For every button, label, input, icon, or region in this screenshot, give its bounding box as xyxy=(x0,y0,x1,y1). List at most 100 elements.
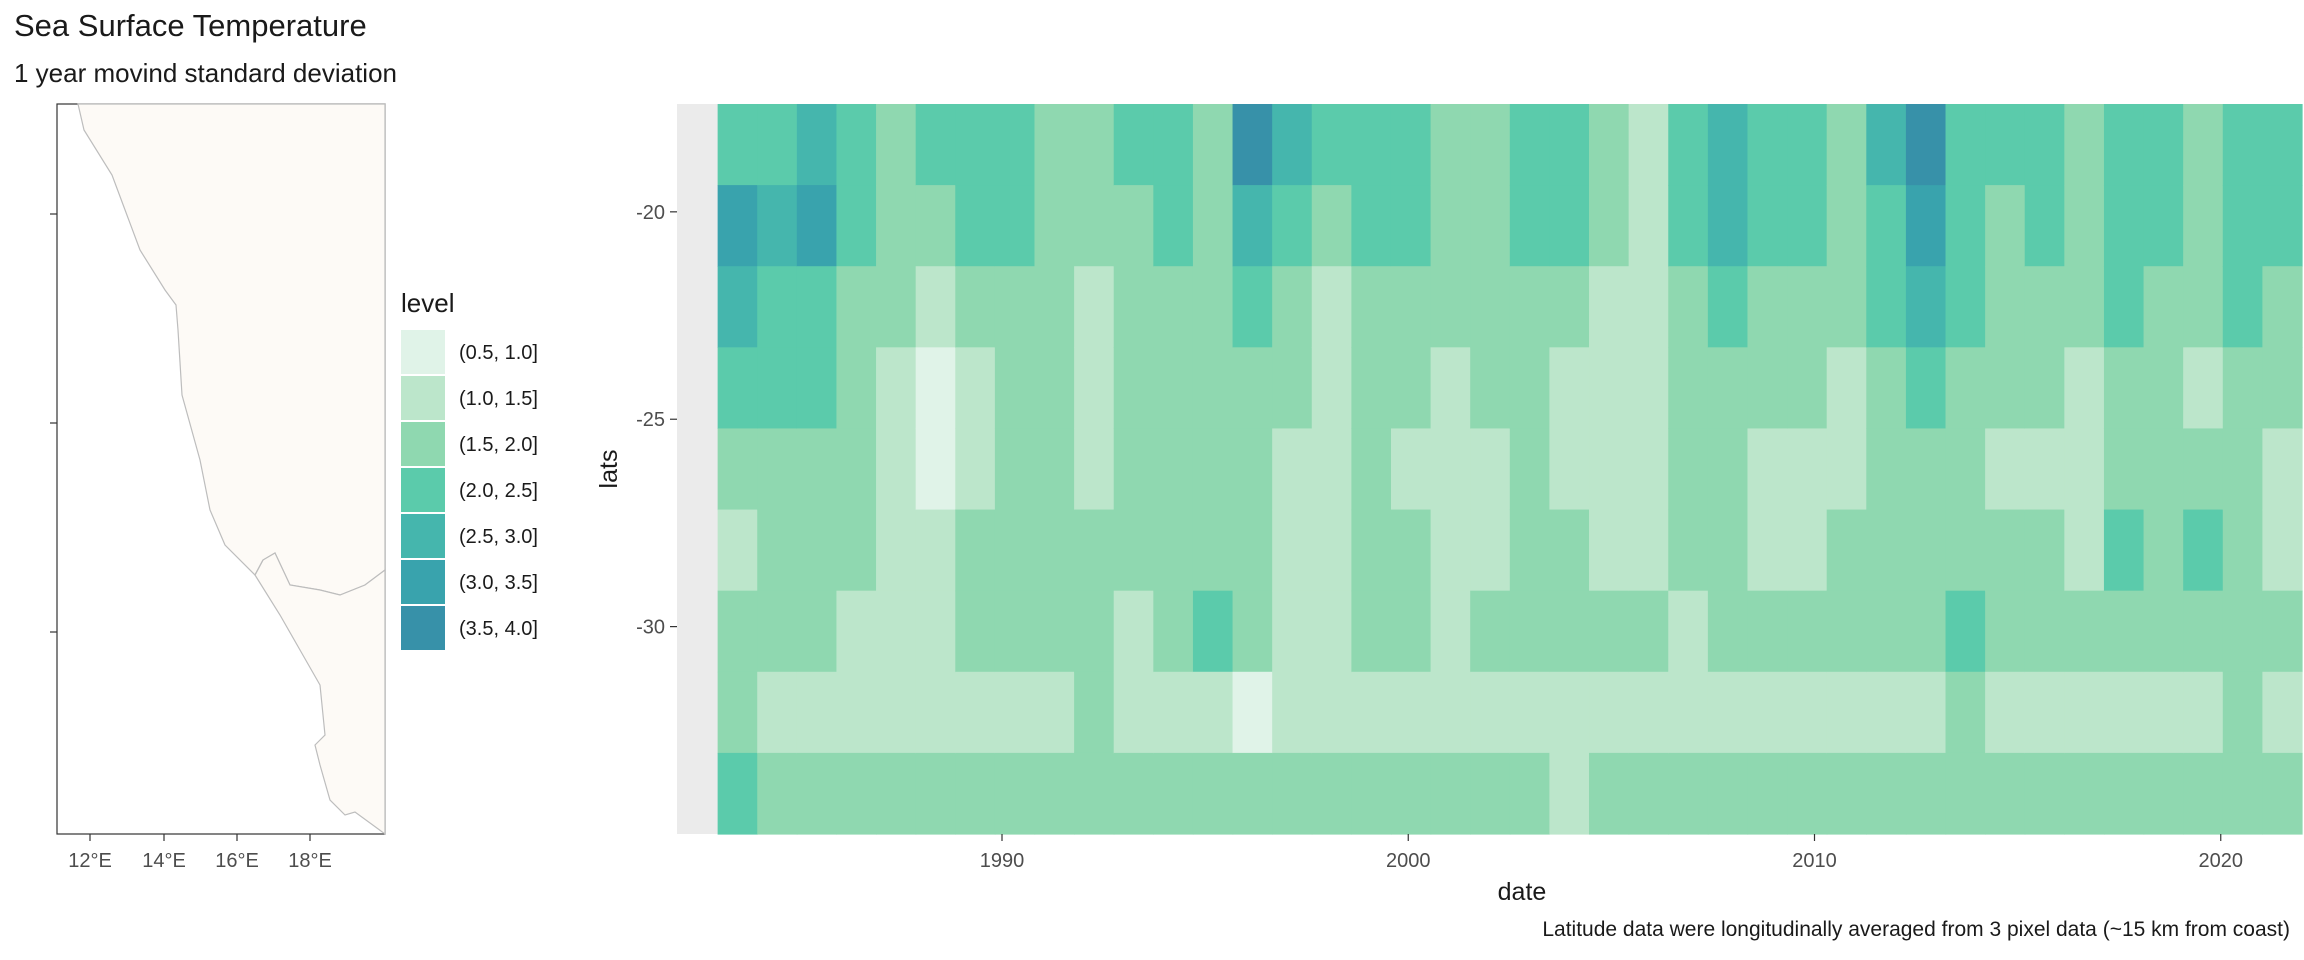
heatmap-cell xyxy=(2143,347,2184,430)
heatmap-cell xyxy=(1430,752,1471,835)
heatmap-cell xyxy=(2222,590,2263,673)
heatmap-cell xyxy=(1311,590,1352,673)
heatmap-cell xyxy=(1272,671,1313,754)
heatmap-cell xyxy=(757,185,798,267)
heatmap-cell xyxy=(1985,590,2026,673)
map-x-tick-label: 12°E xyxy=(68,850,112,872)
heatmap-cell xyxy=(1509,104,1551,186)
heatmap-cell xyxy=(757,428,798,511)
y-tick-label: -25 xyxy=(636,409,665,431)
heatmap-cell xyxy=(1945,185,1986,267)
heatmap-cell xyxy=(1985,752,2026,835)
heatmap-cell xyxy=(757,347,798,430)
heatmap-cell xyxy=(2183,671,2224,754)
heatmap-cell xyxy=(1549,266,1590,348)
heatmap-cell xyxy=(1390,104,1432,186)
heatmap-cell xyxy=(2222,428,2263,511)
heatmap-cell xyxy=(915,104,956,186)
heatmap-cell xyxy=(1826,428,1867,511)
heatmap-cell xyxy=(1628,266,1669,348)
heatmap-cell xyxy=(1390,590,1432,673)
heatmap-cell xyxy=(1747,671,1788,754)
heatmap-cell xyxy=(2064,590,2105,673)
heatmap-cell xyxy=(1747,104,1788,186)
y-axis-label: lats xyxy=(595,450,623,489)
heatmap-cell xyxy=(717,509,758,592)
heatmap-cell xyxy=(915,590,956,673)
heatmap-cell xyxy=(1153,509,1194,592)
heatmap-cell xyxy=(717,671,758,754)
heatmap-cell xyxy=(1787,185,1828,267)
heatmap-cell xyxy=(1192,590,1234,673)
legend-key xyxy=(401,330,445,374)
heatmap-cell xyxy=(1113,428,1154,511)
heatmap-cell xyxy=(876,185,917,267)
heatmap-cell xyxy=(1945,347,1986,430)
heatmap-cell xyxy=(2103,185,2145,267)
x-tick-label: 2010 xyxy=(1792,850,1837,872)
heatmap-cell xyxy=(1549,428,1590,511)
heatmap-cell xyxy=(1272,104,1313,186)
heatmap-cell xyxy=(1351,428,1392,511)
heatmap-cell xyxy=(1668,671,1709,754)
heatmap-cell xyxy=(1153,752,1194,835)
legend-label: (3.0, 3.5] xyxy=(459,572,538,594)
heatmap-cell xyxy=(2064,671,2105,754)
heatmap-cell xyxy=(1628,185,1669,267)
heatmap-cell xyxy=(2024,185,2065,267)
heatmap-cell xyxy=(1747,428,1788,511)
heatmap-cell xyxy=(1034,104,1075,186)
heatmap-cell xyxy=(955,590,996,673)
heatmap-cell xyxy=(1787,266,1828,348)
heatmap-cell xyxy=(1311,428,1352,511)
heatmap-cell xyxy=(2064,428,2105,511)
heatmap-cell xyxy=(2103,590,2145,673)
heatmap-cell xyxy=(836,752,877,835)
heatmap-cell xyxy=(1272,509,1313,592)
heatmap-cell xyxy=(757,104,798,186)
heatmap-cell xyxy=(1549,671,1590,754)
heatmap-cell xyxy=(1192,428,1234,511)
legend-key xyxy=(401,560,445,604)
heatmap-cell xyxy=(2183,104,2224,186)
heatmap-cell xyxy=(796,509,838,592)
heatmap-cell xyxy=(1470,428,1511,511)
heatmap-cell xyxy=(757,752,798,835)
map-x-tick-label: 18°E xyxy=(288,850,332,872)
heatmap-cell xyxy=(1905,266,1947,348)
heatmap-cell xyxy=(1470,671,1511,754)
heatmap-cell xyxy=(1351,104,1392,186)
heatmap-cell xyxy=(1945,428,1986,511)
heatmap-cell xyxy=(1628,347,1669,430)
heatmap-cell xyxy=(1430,104,1471,186)
legend-key xyxy=(401,422,445,466)
border-line xyxy=(254,559,264,576)
heatmap-cell xyxy=(1470,266,1511,348)
heatmap-cell xyxy=(1074,347,1115,430)
heatmap-cell xyxy=(1351,509,1392,592)
heatmap-cell xyxy=(1232,671,1273,754)
heatmap-cell xyxy=(717,428,758,511)
heatmap-cell xyxy=(1905,590,1947,673)
map-x-tick-label: 16°E xyxy=(215,850,259,872)
heatmap-cell xyxy=(836,104,877,186)
heatmap-cell xyxy=(994,509,1036,592)
heatmap-cell xyxy=(1589,752,1630,835)
heatmap-cell xyxy=(1351,185,1392,267)
heatmap-cell xyxy=(836,509,877,592)
heatmap-cell xyxy=(1390,347,1432,430)
heatmap-cell xyxy=(1787,104,1828,186)
heatmap-cell xyxy=(1390,671,1432,754)
legend-key xyxy=(401,606,445,650)
heatmap-cell xyxy=(1549,347,1590,430)
heatmap-cell xyxy=(1787,347,1828,430)
heatmap-cell xyxy=(1787,590,1828,673)
heatmap-cell xyxy=(1826,509,1867,592)
legend-key xyxy=(401,514,445,558)
heatmap-cell xyxy=(1272,185,1313,267)
chart-caption: Latitude data were longitudinally averag… xyxy=(1542,918,2290,941)
heatmap-cell xyxy=(1192,347,1234,430)
heatmap-cell xyxy=(1826,347,1867,430)
heatmap-cell xyxy=(876,266,917,348)
heatmap-cell xyxy=(1153,185,1194,267)
